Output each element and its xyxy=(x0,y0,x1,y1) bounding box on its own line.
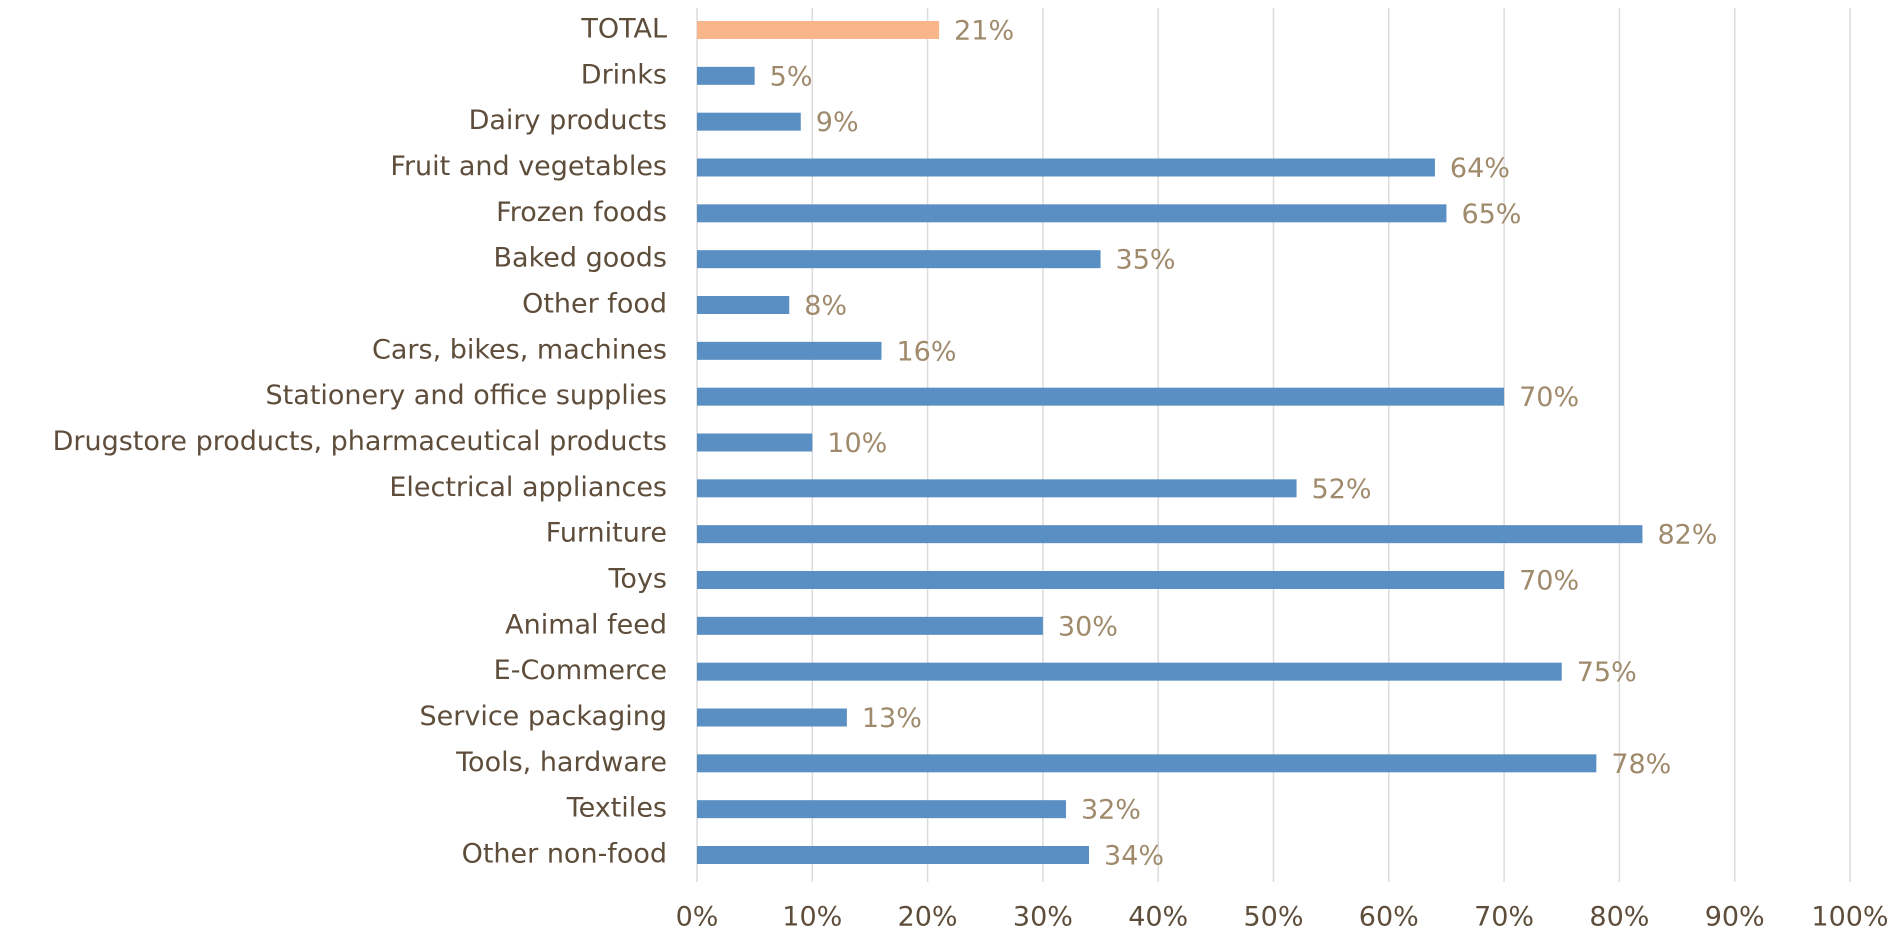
bar xyxy=(697,754,1597,773)
value-label: 9% xyxy=(816,107,859,138)
value-label: 32% xyxy=(1081,795,1141,826)
value-label: 75% xyxy=(1577,657,1637,688)
bar xyxy=(697,341,882,360)
value-label: 16% xyxy=(896,336,956,367)
bar xyxy=(697,616,1043,635)
x-tick-label: 60% xyxy=(1359,902,1419,933)
bar xyxy=(697,571,1505,589)
category-label: Drugstore products, pharmaceutical produ… xyxy=(53,426,667,457)
bar xyxy=(697,21,940,39)
category-label: Frozen foods xyxy=(496,197,667,228)
value-label: 34% xyxy=(1104,841,1164,872)
bar xyxy=(697,433,813,452)
category-label: Cars, bikes, machines xyxy=(372,334,667,365)
category-label: Electrical appliances xyxy=(389,472,667,503)
value-label: 82% xyxy=(1657,520,1717,551)
category-label: Animal feed xyxy=(505,609,667,640)
x-tick-label: 10% xyxy=(782,902,842,933)
bar xyxy=(697,525,1643,544)
value-label: 65% xyxy=(1461,199,1521,230)
x-tick-label: 100% xyxy=(1811,902,1888,933)
x-tick-label: 90% xyxy=(1705,902,1765,933)
category-label: Other non-food xyxy=(462,839,667,870)
category-label: Other food xyxy=(522,289,667,320)
x-tick-label: 20% xyxy=(898,902,958,933)
bar xyxy=(697,204,1447,223)
x-tick-label: 40% xyxy=(1128,902,1188,933)
bar xyxy=(697,250,1101,269)
value-label: 30% xyxy=(1058,611,1118,642)
category-label: Fruit and vegetables xyxy=(390,151,667,182)
x-tick-label: 30% xyxy=(1013,902,1073,933)
bar xyxy=(697,846,1090,864)
value-label: 70% xyxy=(1519,382,1579,413)
bar xyxy=(697,296,790,314)
x-tick-label: 80% xyxy=(1589,902,1649,933)
category-label: Furniture xyxy=(546,518,667,549)
category-label: Toys xyxy=(608,564,667,595)
value-label: 78% xyxy=(1611,749,1671,780)
category-label: Textiles xyxy=(566,793,667,824)
category-label: Service packaging xyxy=(420,701,668,732)
bar xyxy=(697,800,1066,819)
value-label: 5% xyxy=(770,61,813,92)
value-label: 52% xyxy=(1312,474,1372,505)
bar xyxy=(697,708,847,727)
value-label: 21% xyxy=(954,16,1014,47)
category-label: Drinks xyxy=(581,59,667,90)
x-tick-label: 50% xyxy=(1243,902,1303,933)
bar xyxy=(697,662,1562,681)
category-label: E-Commerce xyxy=(494,655,667,686)
category-label: Baked goods xyxy=(494,243,667,274)
bar xyxy=(697,479,1297,498)
value-label: 70% xyxy=(1519,566,1579,597)
value-label: 10% xyxy=(827,428,887,459)
category-label: Stationery and office supplies xyxy=(266,380,667,411)
value-label: 35% xyxy=(1116,245,1176,276)
value-label: 64% xyxy=(1450,153,1510,184)
bar xyxy=(697,387,1505,406)
bar xyxy=(697,158,1435,177)
category-label: TOTAL xyxy=(580,14,667,45)
category-label: Dairy products xyxy=(469,105,667,136)
bar xyxy=(697,112,801,131)
x-tick-label: 0% xyxy=(676,902,719,933)
value-label: 13% xyxy=(862,703,922,734)
value-label: 8% xyxy=(804,291,847,322)
bar xyxy=(697,66,755,85)
category-label: Tools, hardware xyxy=(455,747,667,778)
x-tick-label: 70% xyxy=(1474,902,1534,933)
